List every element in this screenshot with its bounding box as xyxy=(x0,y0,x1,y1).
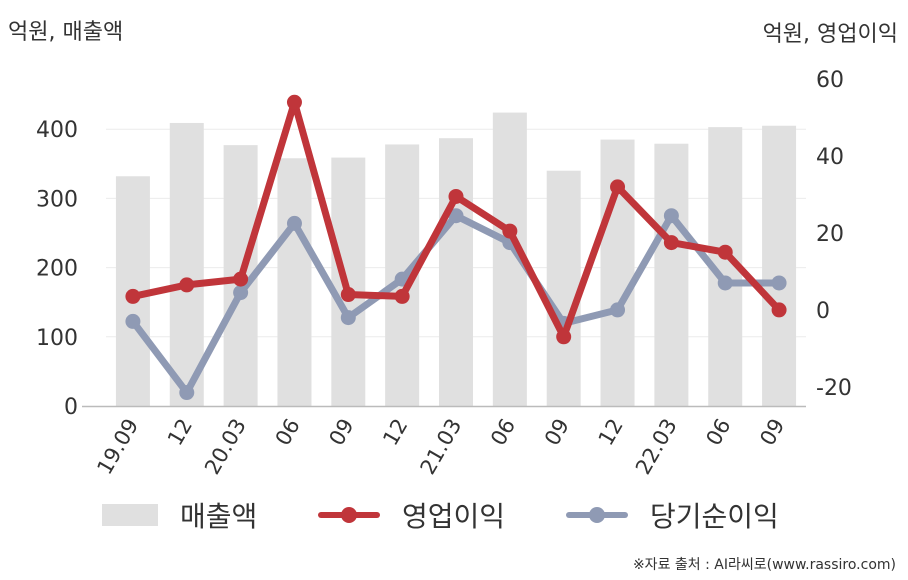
bar-12 xyxy=(169,122,204,407)
operating-profit-point-12 xyxy=(394,288,410,304)
right-tick-20: 20 xyxy=(816,222,844,247)
legend-label-revenue: 매출액 xyxy=(180,500,258,533)
left-tick-100: 100 xyxy=(36,326,78,351)
x-tick-3: 06 xyxy=(271,415,305,450)
left-tick-400: 400 xyxy=(36,118,78,143)
operating-profit-point-06 xyxy=(717,244,733,260)
operating-profit-point-20.03 xyxy=(233,271,249,287)
legend-swatch-net xyxy=(566,504,628,526)
operating-profit-point-06 xyxy=(502,223,518,239)
legend-label-operating: 영업이익 xyxy=(402,500,506,533)
source-credit: ※자료 출처 : AI라씨로(www.rassiro.com) xyxy=(632,557,896,573)
bar-21.03 xyxy=(439,138,473,407)
right-tick-40: 40 xyxy=(816,145,844,170)
operating-profit-point-19.09 xyxy=(125,288,141,304)
net-income-point-20.03 xyxy=(233,285,249,301)
operating-profit-point-09 xyxy=(340,287,356,303)
x-tick-11: 06 xyxy=(701,415,735,450)
legend-item-operating: 영업이익 xyxy=(318,493,505,537)
right-tick-0: 0 xyxy=(816,299,830,324)
x-tick-0: 19.09 xyxy=(92,415,143,479)
bar-09 xyxy=(762,125,797,407)
legend-swatch-revenue xyxy=(102,504,158,526)
x-tick-1: 12 xyxy=(163,415,197,450)
right-tick-60: 60 xyxy=(816,68,844,93)
legend-item-revenue: 매출액 xyxy=(102,493,257,537)
net-income-point-09 xyxy=(340,310,356,326)
net-income-point-21.03 xyxy=(448,208,464,224)
net-income-point-19.09 xyxy=(125,313,141,329)
x-tick-6: 21.03 xyxy=(415,415,466,479)
operating-profit-point-09 xyxy=(556,329,572,345)
bar-06 xyxy=(277,158,312,406)
net-income-point-12 xyxy=(610,302,626,318)
net-income-point-06 xyxy=(286,215,302,231)
x-tick-5: 12 xyxy=(378,415,412,450)
left-tick-200: 200 xyxy=(36,257,78,282)
operating-profit-point-06 xyxy=(286,94,302,110)
net-income-point-09 xyxy=(771,275,787,291)
net-income-point-12 xyxy=(179,385,195,401)
operating-profit-point-09 xyxy=(771,302,787,318)
operating-profit-point-12 xyxy=(179,277,195,293)
x-tick-7: 06 xyxy=(486,415,520,450)
x-tick-12: 09 xyxy=(755,415,789,450)
right-tick--20: -20 xyxy=(816,376,852,401)
legend-label-net: 당기순이익 xyxy=(650,500,779,533)
operating-profit-point-21.03 xyxy=(448,188,464,204)
legend: 매출액 영업이익 당기순이익 xyxy=(0,493,908,537)
x-tick-10: 22.03 xyxy=(631,415,682,479)
net-income-point-06 xyxy=(717,275,733,291)
right-axis-title: 억원, 영업이익 xyxy=(762,22,898,47)
net-income-point-22.03 xyxy=(663,208,679,224)
x-tick-8: 09 xyxy=(540,415,574,450)
x-tick-9: 12 xyxy=(594,415,628,450)
x-tick-4: 09 xyxy=(324,415,358,450)
legend-item-net: 당기순이익 xyxy=(566,493,779,537)
left-tick-0: 0 xyxy=(64,395,78,420)
left-tick-300: 300 xyxy=(36,187,78,212)
bar-09 xyxy=(546,170,581,406)
operating-profit-point-12 xyxy=(610,179,626,195)
bar-22.03 xyxy=(654,143,689,406)
left-axis-title: 억원, 매출액 xyxy=(8,20,124,45)
operating-profit-point-22.03 xyxy=(663,235,679,251)
x-tick-2: 20.03 xyxy=(200,415,251,479)
legend-swatch-operating xyxy=(318,504,380,526)
